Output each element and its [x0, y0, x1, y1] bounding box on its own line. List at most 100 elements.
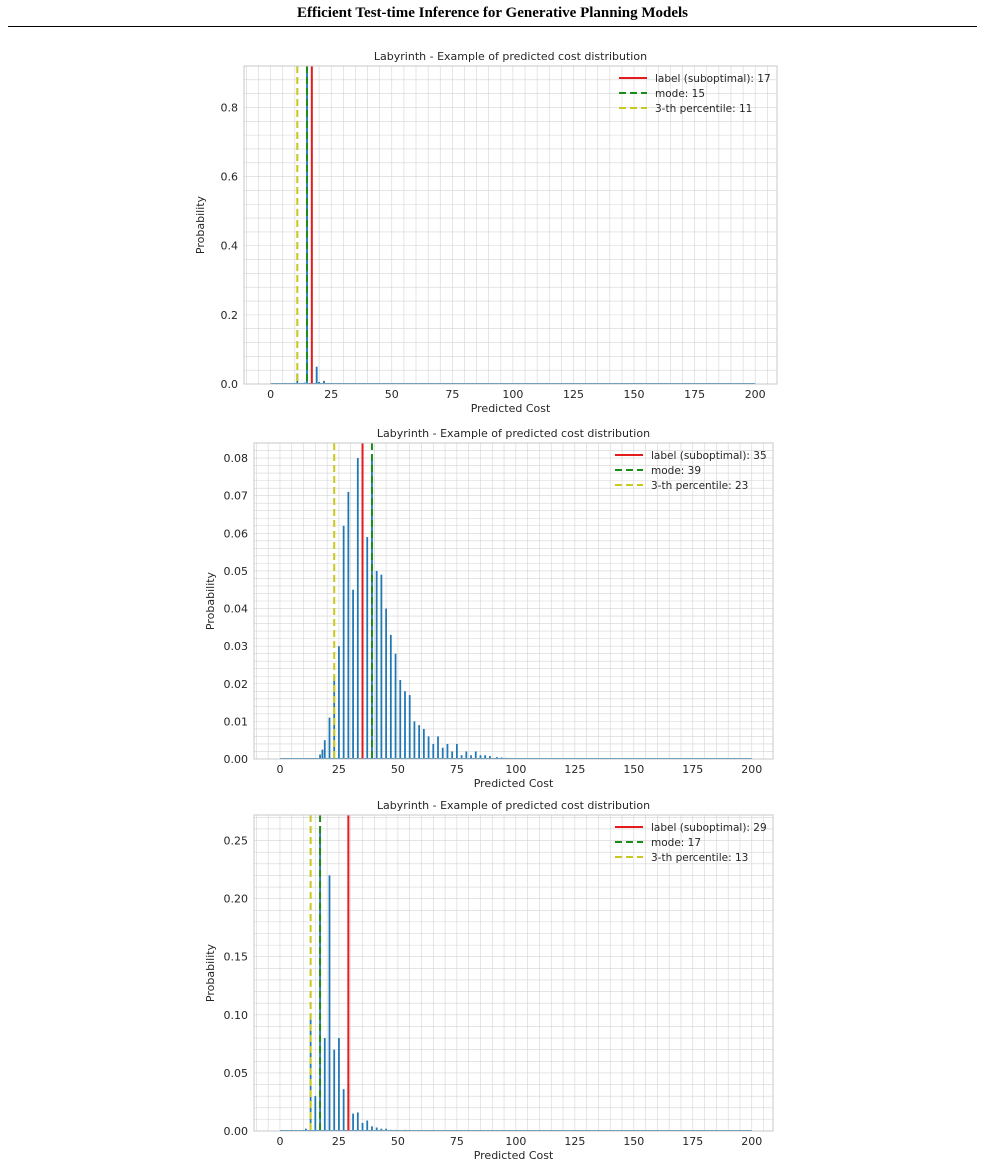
bar [342, 1089, 345, 1131]
y-axis-label: Probability [204, 943, 217, 1002]
bar [352, 589, 354, 759]
bar [323, 380, 325, 384]
bar [338, 1038, 340, 1131]
x-tick-label: 125 [564, 763, 585, 776]
bar [356, 1112, 359, 1131]
chart-title: Labyrinth - Example of predicted cost di… [377, 427, 650, 440]
x-tick-label: 150 [623, 1135, 644, 1148]
bar [408, 695, 411, 759]
bar [422, 728, 425, 759]
y-tick-label: 0.20 [224, 893, 249, 906]
bar [366, 537, 369, 759]
chart-title: Labyrinth - Example of predicted cost di… [374, 50, 647, 63]
legend-label-label: label (suboptimal): 29 [651, 822, 767, 834]
bar [356, 458, 359, 759]
bar [474, 751, 477, 759]
bar [333, 676, 336, 759]
y-tick-label: 0.08 [224, 452, 249, 465]
bar [399, 680, 402, 759]
grid [254, 442, 773, 760]
x-tick-label: 125 [563, 388, 584, 401]
legend-label-percentile: 3-th percentile: 11 [655, 103, 752, 115]
bar [413, 721, 416, 759]
bar [389, 634, 392, 759]
bar [427, 736, 430, 759]
bar [460, 755, 463, 759]
y-tick-label: 0.03 [224, 640, 249, 653]
bar [380, 1128, 383, 1131]
plot-area [244, 66, 777, 384]
x-tick-label: 150 [624, 388, 645, 401]
x-tick-label: 25 [332, 1135, 346, 1148]
legend-label-label: label (suboptimal): 35 [651, 450, 767, 462]
chart-title: Labyrinth - Example of predicted cost di… [377, 799, 650, 812]
x-axis-label: Predicted Cost [474, 1149, 554, 1162]
x-axis-label: Predicted Cost [474, 777, 554, 790]
bar [347, 491, 350, 759]
bar [328, 875, 331, 1131]
bar [361, 1122, 364, 1131]
y-tick-label: 0.25 [224, 835, 249, 848]
x-tick-label: 175 [682, 1135, 703, 1148]
legend: label (suboptimal): 29 mode: 17 3-th perce… [615, 822, 767, 864]
bar [446, 743, 449, 759]
x-tick-label: 100 [505, 763, 526, 776]
x-tick-label: 75 [450, 763, 464, 776]
bar [394, 653, 397, 759]
x-tick-label: 75 [445, 388, 459, 401]
bar [323, 740, 326, 759]
bar [451, 751, 454, 759]
legend: label (suboptimal): 35 mode: 39 3-th perce… [615, 450, 767, 492]
legend-label-mode: mode: 15 [655, 88, 705, 100]
x-tick-label: 175 [684, 388, 705, 401]
x-tick-label: 50 [385, 388, 399, 401]
legend: label (suboptimal): 17 mode: 15 3-th perce… [619, 73, 771, 115]
y-tick-label: 0.0 [221, 378, 239, 391]
cost-distribution-chart-2: 0 25 50 75 100 125 150 175 200 0.00 0.01 0.02 0.03 0.… [204, 427, 774, 790]
y-tick-label: 0.05 [224, 1067, 249, 1080]
y-tick-label: 0.15 [224, 951, 249, 964]
y-tick-label: 0.8 [221, 101, 239, 114]
bar [375, 1127, 378, 1131]
x-tick-label: 25 [332, 763, 346, 776]
bar [314, 1096, 317, 1131]
x-tick-label: 75 [450, 1135, 464, 1148]
x-tick-label: 100 [502, 388, 523, 401]
bar [366, 1120, 369, 1131]
bar [333, 1049, 336, 1131]
bar [380, 574, 383, 759]
legend-label-mode: mode: 17 [651, 837, 701, 849]
y-tick-label: 0.07 [224, 490, 249, 503]
bar [385, 1128, 387, 1131]
plot-area [254, 815, 773, 1131]
y-tick-label: 0.4 [221, 240, 239, 253]
bar [465, 751, 468, 759]
grid [244, 65, 777, 385]
bar [375, 570, 378, 759]
y-axis-label: Probability [204, 571, 217, 630]
x-axis-label: Predicted Cost [471, 402, 551, 415]
header-rule [8, 26, 977, 27]
x-tick-label: 200 [741, 1135, 762, 1148]
x-tick-label: 50 [391, 1135, 405, 1148]
x-tick-label: 0 [276, 763, 283, 776]
y-tick-label: 0.05 [224, 565, 249, 578]
bar [328, 717, 331, 759]
x-tick-label: 175 [682, 763, 703, 776]
y-tick-label: 0.01 [224, 715, 249, 728]
bar [432, 743, 435, 759]
bar [479, 755, 482, 759]
bar [318, 381, 321, 384]
y-tick-label: 0.02 [224, 678, 249, 691]
y-tick-label: 0.06 [224, 527, 249, 540]
legend-label-label: label (suboptimal): 17 [655, 73, 771, 85]
x-tick-label: 50 [391, 763, 405, 776]
bar [319, 754, 321, 759]
bar [371, 1126, 373, 1131]
x-tick-label: 200 [745, 388, 766, 401]
x-tick-label: 0 [276, 1135, 283, 1148]
y-tick-label: 0.10 [224, 1009, 249, 1022]
bar [418, 725, 421, 759]
bar [319, 828, 321, 1131]
bar [404, 691, 406, 759]
